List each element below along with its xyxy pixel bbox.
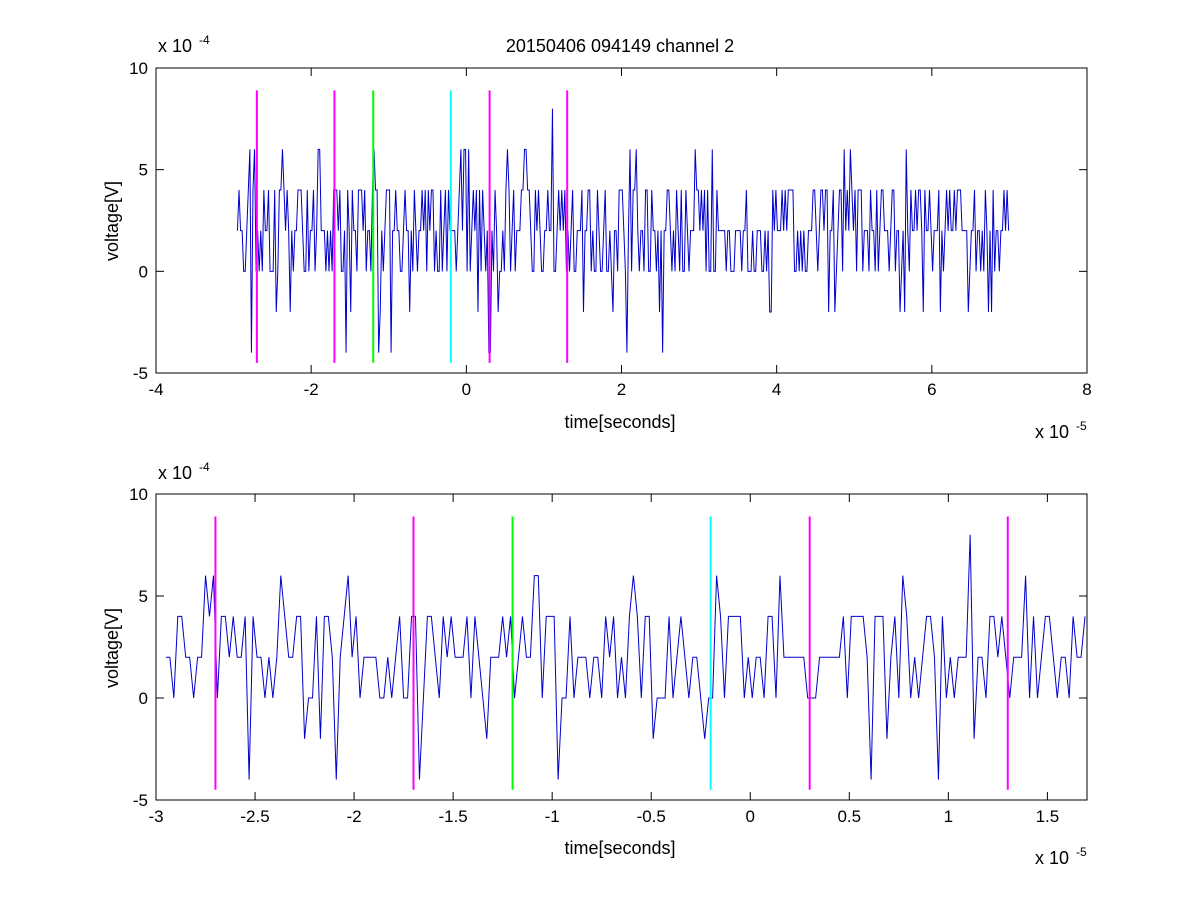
top-chart-x-tick-label: 4 (772, 380, 781, 399)
bottom-chart-y-exponent-label: x 10 (158, 463, 192, 483)
top-chart-y-tick-label: 10 (129, 59, 148, 78)
bottom-chart-x-tick-label: -3 (148, 807, 163, 826)
top-chart-signal-series (236, 108, 1010, 354)
top-chart-x-tick-label: 6 (927, 380, 936, 399)
bottom-chart-y-exponent: x 10 -4 (158, 460, 210, 483)
bottom-chart-x-tick-label: 1.5 (1036, 807, 1060, 826)
top-chart: 20150406 094149 channel 2 x 10 -4 x 10 -… (102, 33, 1092, 442)
top-chart-y-tick-label: 5 (139, 161, 148, 180)
top-chart-x-axis-label: time[seconds] (564, 412, 675, 432)
bottom-chart-y-exponent-value: -4 (199, 460, 210, 474)
top-chart-x-tick-label: -2 (304, 380, 319, 399)
bottom-chart-x-axis-label: time[seconds] (564, 838, 675, 858)
bottom-chart-y-tick-label: 10 (129, 485, 148, 504)
bottom-chart-x-tick-label: -2.5 (240, 807, 269, 826)
bottom-chart-axes-box (155, 493, 1088, 801)
bottom-chart-y-tick-label: 0 (139, 689, 148, 708)
top-chart-y-exponent-value: -4 (199, 33, 210, 47)
bottom-chart-y-axis-label: voltage[V] (102, 608, 122, 688)
bottom-chart-x-tick-label: -1.5 (438, 807, 467, 826)
top-chart-y-tick-label: 0 (139, 262, 148, 281)
bottom-chart-x-tick-label: -0.5 (637, 807, 666, 826)
bottom-chart-x-tick-label: 0 (746, 807, 755, 826)
top-chart-y-tick-label: -5 (133, 364, 148, 383)
top-chart-y-axis-label: voltage[V] (102, 181, 122, 261)
bottom-chart-y-tick-label: -5 (133, 791, 148, 810)
bottom-chart-x-tick-label: 0.5 (837, 807, 861, 826)
top-chart-title: 20150406 094149 channel 2 (506, 36, 734, 56)
bottom-chart: x 10 -4 x 10 -5 time[seconds] voltage[V]… (102, 460, 1088, 868)
top-chart-x-tick-label: -4 (148, 380, 163, 399)
top-chart-x-tick-label: 2 (617, 380, 626, 399)
top-chart-x-tick-label: 0 (462, 380, 471, 399)
bottom-chart-x-exponent-value: -5 (1076, 845, 1087, 859)
bottom-chart-x-tick-label: 1 (944, 807, 953, 826)
top-chart-y-exponent-label: x 10 (158, 36, 192, 56)
top-chart-x-exponent: x 10 -5 (1035, 419, 1087, 442)
bottom-chart-y-tick-label: 5 (139, 587, 148, 606)
bottom-chart-signal-series (165, 534, 1086, 780)
top-chart-x-exponent-value: -5 (1076, 419, 1087, 433)
bottom-chart-x-tick-label: -2 (347, 807, 362, 826)
bottom-chart-x-exponent: x 10 -5 (1035, 845, 1087, 868)
top-chart-x-exponent-label: x 10 (1035, 422, 1069, 442)
bottom-chart-x-exponent-label: x 10 (1035, 848, 1069, 868)
bottom-chart-x-tick-label: -1 (545, 807, 560, 826)
top-chart-x-tick-label: 8 (1082, 380, 1091, 399)
top-chart-y-exponent: x 10 -4 (158, 33, 210, 56)
